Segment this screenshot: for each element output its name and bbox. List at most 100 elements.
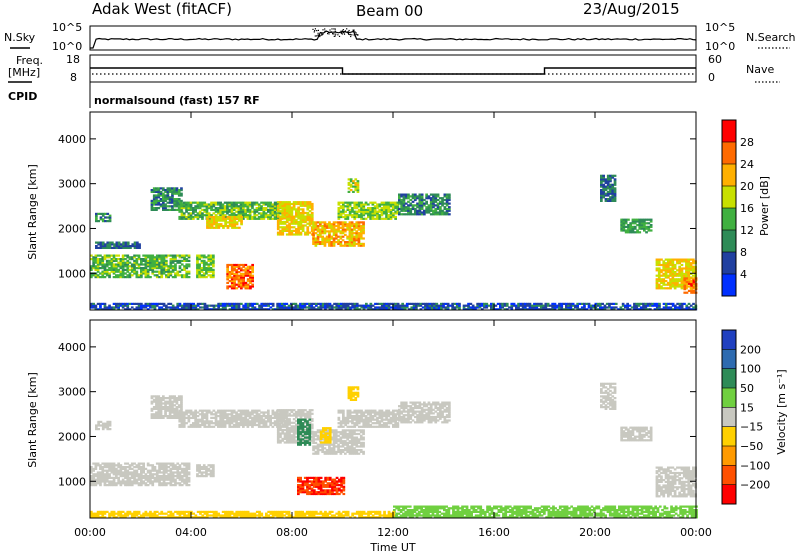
heatmap-cell (162, 464, 166, 467)
heatmap-cell (167, 306, 170, 309)
heatmap-cell (108, 469, 111, 472)
heatmap-cell (242, 263, 245, 267)
heatmap-cell (356, 181, 360, 185)
heatmap-cell (231, 215, 234, 219)
heatmap-cell (207, 259, 211, 262)
heatmap-cell (558, 308, 561, 311)
heatmap-cell (155, 304, 159, 307)
heatmap-cell (169, 272, 173, 275)
heatmap-cell (350, 242, 354, 245)
heatmap-cell (106, 245, 110, 248)
heatmap-cell (434, 209, 438, 212)
heatmap-cell (142, 462, 145, 465)
heatmap-cell (323, 230, 327, 233)
heatmap-cell (115, 259, 118, 262)
heatmap-cell (389, 208, 393, 211)
heatmap-cell (409, 198, 413, 202)
heatmap-cell (162, 415, 165, 418)
heatmap-cell (383, 302, 386, 305)
heatmap-cell (285, 414, 289, 417)
heatmap-cell (376, 205, 379, 208)
heatmap-cell (233, 269, 236, 272)
heatmap-cell (346, 217, 350, 220)
heatmap-cell (342, 207, 345, 210)
heatmap-cell (469, 308, 473, 311)
heatmap-cell (308, 210, 312, 213)
heatmap-cell (332, 239, 336, 242)
heatmap-cell (112, 462, 116, 465)
heatmap-cell (233, 267, 236, 270)
heatmap-cell (144, 306, 148, 309)
heatmap-cell (574, 304, 577, 307)
heatmap-cell (567, 308, 570, 311)
heatmap-cell (115, 258, 118, 261)
heatmap-cell (371, 308, 375, 311)
heatmap-cell (162, 469, 166, 472)
heatmap-cell (394, 203, 397, 206)
heatmap-cell (657, 274, 661, 277)
heatmap-cell (412, 306, 416, 309)
heatmap-cell (112, 471, 116, 474)
heatmap-cell (392, 215, 395, 219)
heatmap-cell (183, 464, 186, 467)
heatmap-cell (155, 261, 159, 264)
heatmap-cell (285, 211, 289, 215)
heatmap-cell (285, 428, 289, 432)
heatmap-cell (278, 304, 282, 307)
heatmap-cell (290, 304, 293, 307)
heatmap-cell (168, 409, 172, 412)
heatmap-cell (292, 439, 296, 442)
heatmap-cell (169, 467, 173, 470)
heatmap-cell (105, 263, 109, 266)
heatmap-cell (226, 420, 229, 423)
heatmap-cell (609, 187, 612, 190)
heatmap-cell (171, 395, 174, 398)
heatmap-cell (360, 215, 363, 219)
heatmap-cell (517, 302, 520, 305)
heatmap-cell (676, 269, 679, 272)
heatmap-cell (346, 235, 349, 238)
heatmap-cell (155, 406, 158, 409)
heatmap-cell (209, 276, 213, 279)
heatmap-cell (175, 402, 179, 405)
heatmap-cell (242, 420, 245, 423)
heatmap-cell (323, 223, 327, 226)
heatmap-cell (633, 306, 636, 309)
heatmap-cell (344, 306, 348, 309)
heatmap-cell (295, 432, 298, 435)
heatmap-cell (380, 308, 384, 311)
heatmap-cell (374, 306, 377, 309)
heatmap-cell (178, 475, 182, 478)
heatmap-cell (416, 206, 419, 209)
heatmap-cell (157, 413, 161, 416)
heatmap-cell (162, 484, 166, 487)
heatmap-cell (178, 274, 182, 277)
heatmap-cell (126, 473, 130, 476)
heatmap-cell (189, 207, 193, 210)
heatmap-cell (323, 224, 327, 228)
heatmap-cell (647, 227, 651, 230)
heatmap-cell (609, 183, 612, 186)
heatmap-cell (157, 411, 161, 414)
heatmap-cell (210, 214, 213, 217)
heatmap-cell (653, 308, 657, 311)
heatmap-cell (420, 202, 424, 205)
heatmap-cell (159, 409, 163, 412)
heatmap-cell (137, 267, 141, 270)
heatmap-cell (164, 203, 167, 206)
heatmap-cell (162, 304, 166, 307)
heatmap-cell (237, 278, 241, 281)
heatmap-cell (92, 484, 95, 487)
heatmap-cell (367, 304, 370, 307)
heatmap-cell (308, 414, 312, 417)
heatmap-cell (308, 201, 312, 204)
heatmap-cell (117, 482, 120, 485)
heatmap-cell (187, 473, 191, 476)
heatmap-cell (611, 190, 615, 193)
heatmap-cell (685, 277, 689, 280)
heatmap-cell (226, 212, 229, 215)
heatmap-cell (337, 207, 341, 210)
heatmap-cell (99, 302, 102, 305)
heatmap-cell (288, 213, 291, 216)
heatmap-cell (151, 306, 155, 309)
